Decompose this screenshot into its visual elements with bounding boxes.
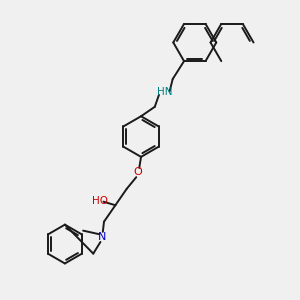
Text: O: O: [134, 167, 142, 177]
Text: HO: HO: [92, 196, 108, 206]
Text: HN: HN: [157, 88, 172, 98]
Text: N: N: [98, 232, 106, 242]
